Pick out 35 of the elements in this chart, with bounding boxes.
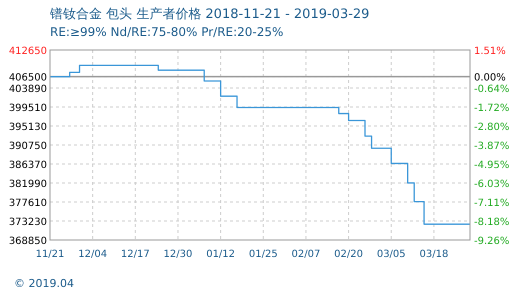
x-tick-label: 02/07 (292, 249, 320, 260)
x-tick-label: 12/30 (164, 249, 192, 260)
y-tick-label: 390750 (8, 141, 47, 152)
y-tick-label: 381990 (8, 179, 47, 190)
x-tick-label: 03/05 (376, 249, 406, 260)
text: © 2019.04 (14, 277, 74, 290)
chart-title: 镨钕合金 包头 生产者价格 2018-11-21 - 2019-03-29 (49, 7, 370, 22)
x-tick-label: 11/21 (36, 249, 64, 260)
y2-tick-label: -4.95% (474, 160, 510, 171)
y-tick-label: 386370 (8, 160, 47, 171)
y-tick-label: 368850 (8, 236, 47, 247)
x-tick-label: 02/20 (334, 249, 364, 260)
y-tick-label: 412650 (8, 46, 47, 57)
y2-tick-label: 1.51% (474, 46, 506, 57)
y2-tick-label: -2.80% (474, 122, 510, 134)
y-tick-label: 377610 (8, 198, 47, 209)
y-tick-label: 399510 (8, 103, 47, 114)
y2-tick-label: -9.26% (474, 236, 510, 247)
x-tick-label: 12/17 (120, 249, 150, 260)
x-tick-label: 01/12 (206, 249, 236, 260)
y-tick-label: 403890 (8, 84, 47, 95)
x-tick-label: 12/04 (78, 249, 108, 260)
chart-subtitle: RE:≥99% Nd/RE:75-80% Pr/RE:20-25% (50, 25, 284, 39)
y2-tick-label: -3.87% (474, 140, 510, 152)
x-tick-label: 03/18 (419, 249, 448, 260)
y2-tick-label: -6.03% (474, 179, 510, 190)
y-tick-label: 373230 (8, 217, 47, 228)
y-tick-label: 406500 (8, 72, 47, 84)
y2-tick-label: 0.00% (474, 72, 506, 84)
y2-tick-label: -7.11% (474, 198, 510, 210)
y2-tick-label: -0.64% (474, 84, 510, 95)
y2-tick-label: -1.72% (474, 102, 510, 114)
x-tick-label: 01/25 (248, 249, 278, 260)
y-tick-label: 395130 (8, 122, 47, 133)
y2-tick-label: -8.18% (474, 216, 510, 228)
